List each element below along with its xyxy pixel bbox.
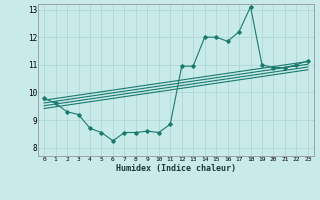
X-axis label: Humidex (Indice chaleur): Humidex (Indice chaleur) xyxy=(116,164,236,173)
